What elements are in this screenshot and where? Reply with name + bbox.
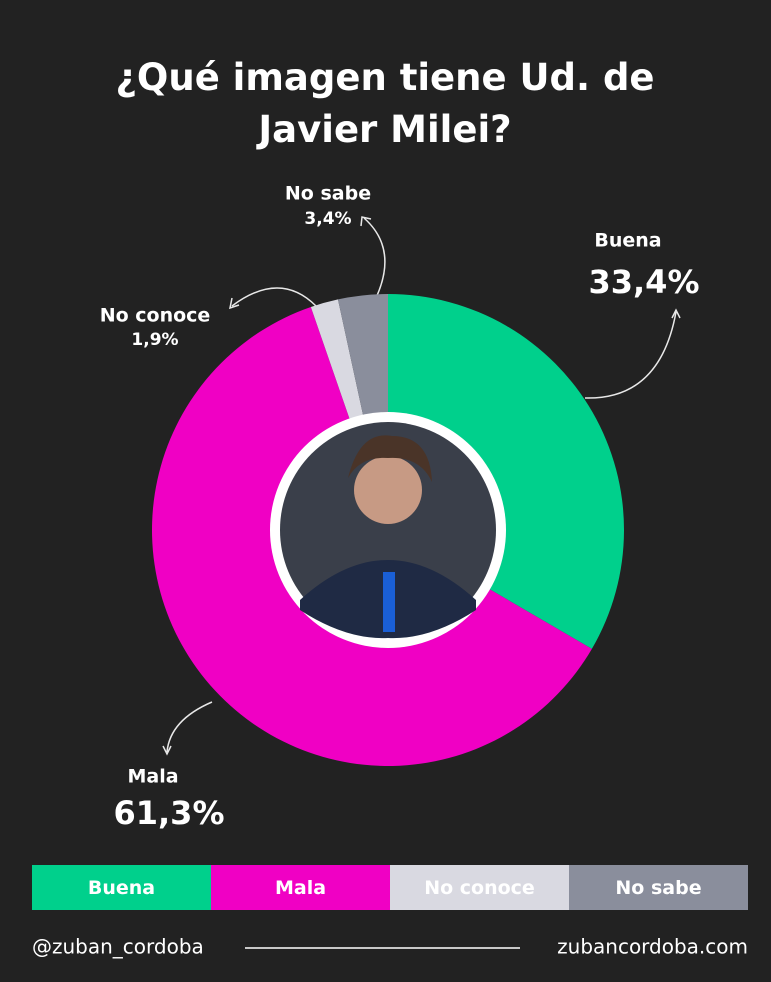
arrow-head [671, 308, 681, 319]
legend-label: No conoce [424, 877, 535, 899]
footer-left: @zuban_cordoba [32, 935, 204, 959]
value-label: 1,9% [131, 330, 178, 350]
legend-swatch [569, 865, 748, 910]
arrow [363, 217, 386, 303]
legend-label: Mala [275, 877, 326, 899]
value-label: 33,4% [588, 263, 699, 301]
legend-label: Buena [88, 877, 155, 899]
value-label: 3,4% [304, 209, 351, 229]
arrow [166, 701, 213, 753]
slice [310, 299, 365, 425]
arrow-head [229, 297, 240, 310]
footer-right: zubancordoba.com [557, 935, 748, 959]
slice-label: Buena [594, 230, 661, 252]
legend-label: No sabe [615, 877, 701, 899]
arrow-head [360, 216, 372, 227]
legend-swatch [211, 865, 390, 910]
slice-label: No conoce [100, 305, 211, 327]
photo-hair [348, 435, 432, 482]
photo-face [354, 456, 422, 524]
photo-tie [383, 572, 395, 632]
chart-title: ¿Qué imagen tiene Ud. de Javier Milei? [115, 56, 655, 151]
slice-label: Mala [127, 766, 178, 788]
donut [152, 294, 624, 767]
slice-label: No sabe [285, 183, 371, 205]
arrow [584, 311, 677, 399]
arrow [231, 287, 317, 307]
slice [152, 306, 592, 767]
legend-swatch [390, 865, 569, 910]
legend-swatch [32, 865, 211, 910]
slice [337, 294, 388, 421]
arrow-head [162, 745, 172, 756]
slice [388, 294, 624, 649]
value-label: 61,3% [113, 794, 224, 832]
arrows [162, 216, 681, 756]
